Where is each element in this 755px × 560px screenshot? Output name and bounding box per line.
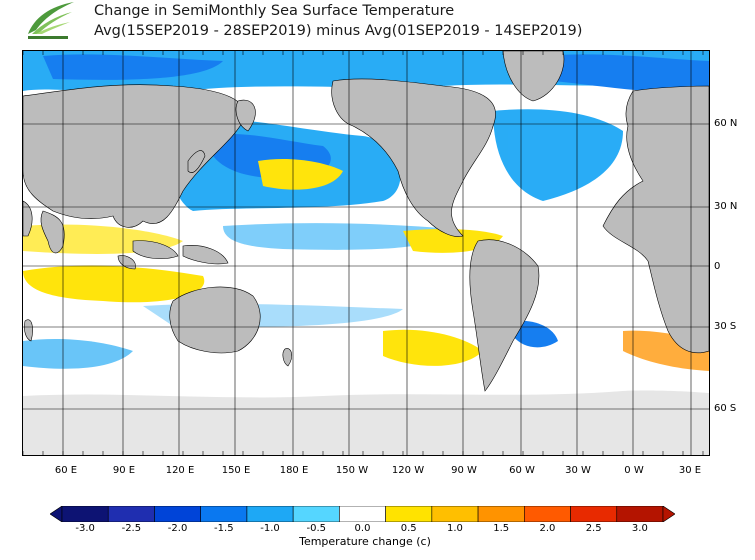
colorbar-swatch [107,506,155,522]
lon-label-90w: 90 W [451,465,477,476]
lon-label-90e: 90 E [112,465,136,476]
colorbar-title: Temperature change (c) [299,535,431,548]
colorbar-swatch [61,506,109,522]
colorbar-swatch [385,506,433,522]
colorbar-tick-label: 1.5 [493,523,510,534]
colorbar-tick-label: 0.0 [354,523,371,534]
colorbar-tick-label: -0.5 [306,523,327,534]
lat-label-0: 0 [714,261,721,272]
colorbar-tick-label: 3.0 [631,523,648,534]
lat-label-60n: 60 N [714,118,738,129]
antarctic-ice [23,390,709,455]
colorbar-swatch [200,506,248,522]
sst-map [23,51,709,455]
colorbar-tick-label: 2.5 [585,523,602,534]
lat-label-60s: 60 S [714,403,737,414]
lon-label-120e: 120 E [165,465,195,476]
colorbar-tick-label: -2.0 [167,523,188,534]
lon-label-0w: 0 W [624,465,644,476]
title-line-1: Change in SemiMonthly Sea Surface Temper… [94,3,455,19]
colorbar-swatch [246,506,294,522]
graticule [23,51,709,455]
lon-label-150e: 150 E [221,465,251,476]
colorbar-tick-label: -3.0 [75,523,95,534]
colorbar-tick-label: 1.0 [447,523,463,534]
colorbar-tick-label: -1.0 [260,523,280,534]
colorbar-tick-label: 0.5 [400,523,417,534]
lon-label-60e: 60 E [54,465,78,476]
colorbar-swatch [477,506,525,522]
lon-label-150w: 150 W [335,465,369,476]
lon-label-30e: 30 E [678,465,702,476]
chart-title: Change in SemiMonthly Sea Surface Temper… [94,1,582,41]
colorbar-swatch [524,506,571,522]
lon-label-30w: 30 W [565,465,591,476]
lat-label-30s: 30 S [714,321,737,332]
edge-ticks [23,51,704,455]
colorbar-tick-label: 2.0 [539,523,556,534]
colorbar-tick-label: -1.5 [214,523,234,534]
colorbar [50,506,675,522]
lon-label-60w: 60 W [509,465,535,476]
colorbar-swatch [616,506,664,522]
logo-icon [28,2,74,39]
colorbar-tick-label: -2.5 [121,523,142,534]
colorbar-swatch [570,506,618,522]
colorbar-swatch [339,506,386,522]
title-line-2: Avg(15SEP2019 - 28SEP2019) minus Avg(01S… [94,23,583,39]
lon-label-180e: 180 E [279,465,309,476]
lon-label-120w: 120 W [391,465,425,476]
colorbar-left-arrow [50,506,63,522]
colorbar-right-arrow [662,506,675,522]
colorbar-swatch [154,506,201,522]
map-frame [22,50,710,456]
colorbar-swatch [292,506,340,522]
colorbar-swatch [431,506,479,522]
land-masses [23,51,709,392]
lat-label-30n: 30 N [714,201,738,212]
